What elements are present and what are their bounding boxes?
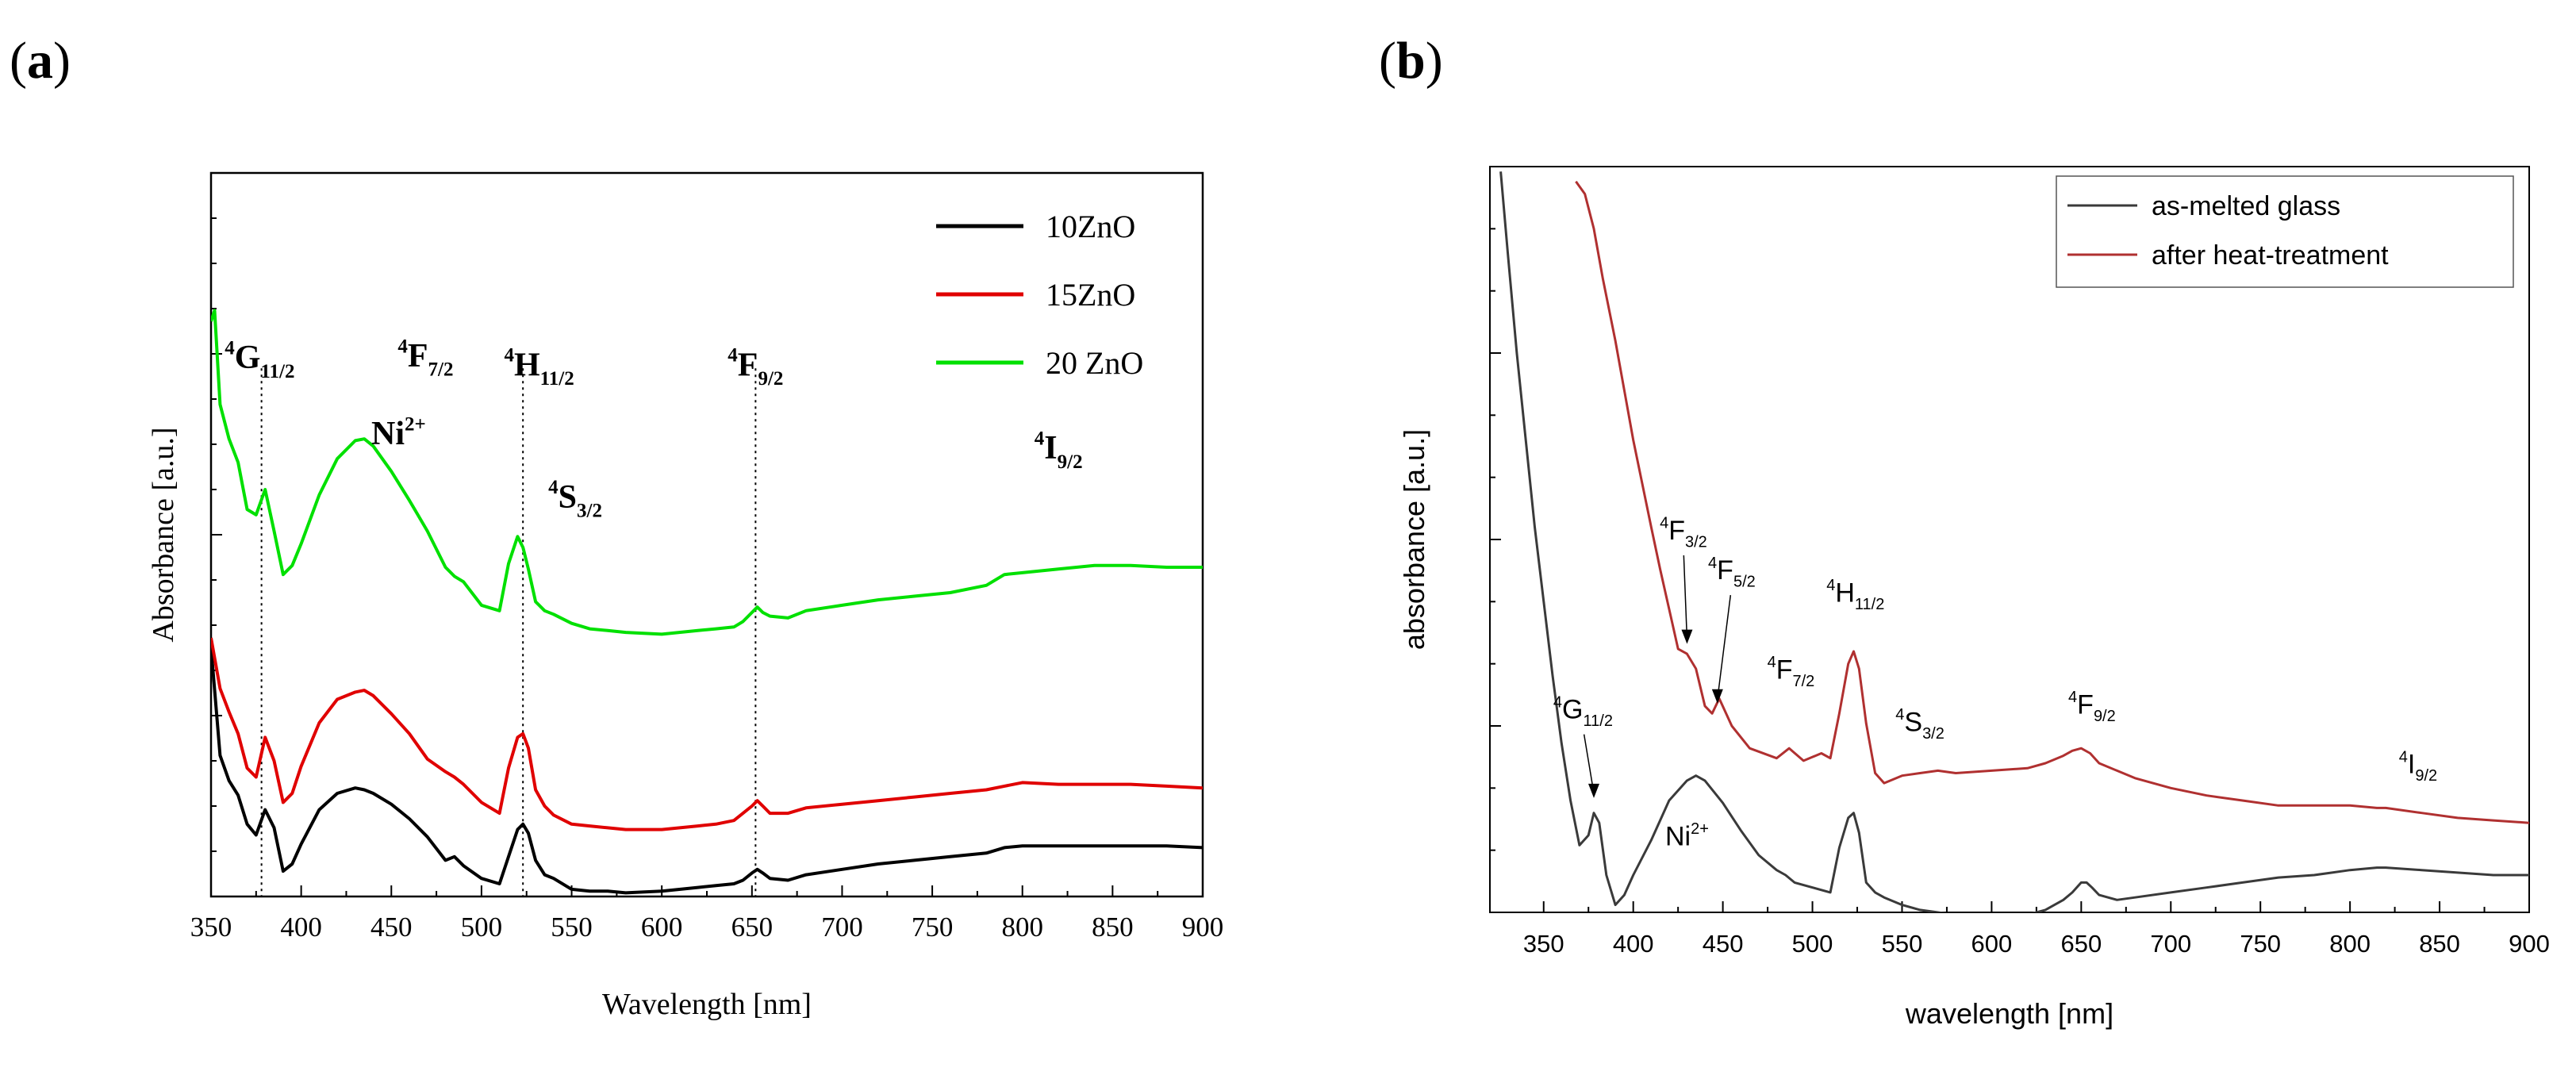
x-tick-label: 450	[370, 912, 413, 943]
x-axis-label: Wavelength [nm]	[602, 988, 812, 1021]
term-annotation: 4S3/2	[1895, 706, 1944, 743]
x-tick-label: 600	[1971, 930, 2013, 958]
term-annotation: 4F3/2	[1660, 515, 1707, 551]
legend-entry: as-melted glass	[2152, 191, 2340, 221]
x-tick-label: 750	[2240, 930, 2281, 958]
series-line-15zno	[211, 637, 1203, 831]
x-tick-label: 500	[1792, 930, 1833, 958]
annotation-arrowhead	[1588, 783, 1599, 798]
x-tick-label: 700	[821, 912, 863, 943]
series-line-as-melted-glass	[1499, 171, 2529, 912]
x-tick-label: 500	[461, 912, 503, 943]
term-annotation: Ni2+	[371, 413, 426, 452]
term-annotation: Ni2+	[1665, 820, 1709, 851]
annotation-arrowhead	[1711, 689, 1723, 704]
x-tick-label: 350	[190, 912, 232, 943]
term-annotation: 4G11/2	[1553, 693, 1613, 730]
term-annotation: 4F9/2	[727, 345, 783, 390]
legend-box	[2056, 175, 2514, 288]
x-tick-label: 850	[1092, 912, 1134, 943]
x-tick-label: 800	[2329, 930, 2371, 958]
legend-entry: after heat-treatment	[2152, 240, 2389, 271]
chart-b: 350 400 450 500 550 600 650 700 750 800 850 900 wave…	[1398, 166, 2550, 1030]
annotation-arrow	[1583, 734, 1595, 793]
term-annotation: 4F9/2	[2068, 689, 2116, 725]
term-annotation: 4H11/2	[1826, 577, 1884, 613]
x-tick-label: 700	[2150, 930, 2191, 958]
panel-label-b: (b)	[1379, 32, 1443, 90]
x-tick-label: 850	[2419, 930, 2460, 958]
legend-entry: 15ZnO	[1046, 277, 1135, 313]
term-annotation: 4F5/2	[1708, 555, 1756, 591]
term-annotation: 4S3/2	[548, 477, 602, 521]
term-annotation: 4F7/2	[397, 336, 453, 380]
legend-entry: 20 ZnO	[1046, 345, 1143, 381]
x-tick-label: 750	[912, 912, 954, 943]
x-tick-label: 800	[1001, 912, 1043, 943]
series-line-10zno	[211, 647, 1203, 895]
x-tick-label: 600	[641, 912, 683, 943]
legend-entry: 10ZnO	[1046, 209, 1135, 244]
x-tick-label: 450	[1703, 930, 1744, 958]
x-tick-label: 400	[280, 912, 322, 943]
series-line-after-heat-treatment	[1575, 180, 2529, 824]
y-axis-label: absorbance [a.u.]	[1398, 429, 1430, 650]
legend: as-melted glass after heat-treatment	[2056, 175, 2514, 288]
legend: 10ZnO 15ZnO 20 ZnO	[936, 209, 1143, 381]
x-tick-label: 650	[731, 912, 774, 943]
x-tick-label: 350	[1523, 930, 1564, 958]
x-axis-label: wavelength [nm]	[1905, 997, 2113, 1030]
term-annotation: 4G11/2	[225, 338, 294, 382]
series-line-20-zno	[211, 309, 1203, 636]
x-tick-label: 550	[551, 912, 593, 943]
x-tick-label: 400	[1613, 930, 1654, 958]
annotation-arrow	[1683, 555, 1688, 639]
term-annotation: 4I9/2	[1035, 428, 1083, 473]
term-annotation: 4I9/2	[2399, 748, 2437, 785]
annotation-arrow	[1717, 595, 1732, 699]
x-tick-label: 550	[1882, 930, 1923, 958]
x-tick-label: 900	[1182, 912, 1224, 943]
x-tick-label: 900	[2509, 930, 2550, 958]
panel-label-a: (a)	[10, 32, 71, 90]
term-annotation: 4H11/2	[505, 345, 574, 390]
y-axis-label: Absorbance [a.u.]	[147, 427, 180, 642]
x-tick-label: 650	[2060, 930, 2102, 958]
annotation-arrowhead	[1681, 629, 1693, 644]
term-annotation: 4F7/2	[1768, 654, 1815, 690]
chart-a: 350 400 450 500 550 600 650 700 750 800 850 900 Wave…	[147, 171, 1224, 1021]
